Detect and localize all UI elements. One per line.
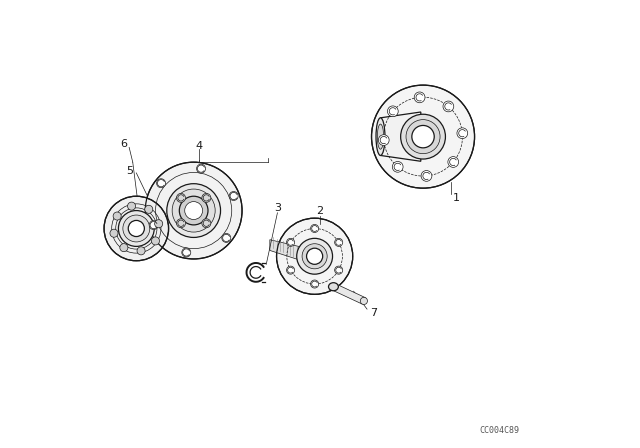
Circle shape bbox=[310, 224, 319, 233]
Circle shape bbox=[401, 114, 445, 159]
Circle shape bbox=[137, 247, 145, 255]
Circle shape bbox=[222, 233, 231, 242]
Circle shape bbox=[443, 101, 454, 112]
Circle shape bbox=[335, 266, 342, 274]
Circle shape bbox=[157, 179, 166, 188]
Circle shape bbox=[412, 125, 435, 148]
Circle shape bbox=[118, 211, 154, 246]
Circle shape bbox=[196, 164, 205, 173]
Circle shape bbox=[179, 196, 208, 225]
Ellipse shape bbox=[378, 124, 383, 149]
Circle shape bbox=[335, 238, 342, 246]
Circle shape bbox=[360, 297, 367, 305]
Circle shape bbox=[287, 266, 294, 274]
Circle shape bbox=[152, 237, 159, 245]
Text: 6: 6 bbox=[120, 139, 127, 149]
Text: 1: 1 bbox=[453, 193, 460, 203]
Circle shape bbox=[378, 135, 389, 146]
Circle shape bbox=[120, 244, 128, 252]
Circle shape bbox=[371, 85, 474, 188]
Text: 2: 2 bbox=[316, 206, 324, 215]
Text: 4: 4 bbox=[195, 141, 203, 151]
Circle shape bbox=[145, 162, 242, 259]
Circle shape bbox=[127, 202, 136, 210]
Text: 3: 3 bbox=[274, 203, 281, 213]
Circle shape bbox=[421, 171, 432, 181]
Circle shape bbox=[123, 215, 150, 242]
Circle shape bbox=[202, 219, 211, 228]
Circle shape bbox=[302, 244, 327, 269]
Circle shape bbox=[457, 128, 468, 138]
Ellipse shape bbox=[328, 283, 339, 291]
Circle shape bbox=[229, 192, 238, 201]
Circle shape bbox=[307, 248, 323, 264]
Circle shape bbox=[387, 106, 398, 116]
Circle shape bbox=[177, 194, 186, 202]
Circle shape bbox=[202, 194, 211, 202]
Circle shape bbox=[104, 196, 168, 261]
Circle shape bbox=[185, 202, 203, 220]
Circle shape bbox=[145, 205, 153, 213]
Circle shape bbox=[276, 218, 353, 294]
Circle shape bbox=[297, 238, 333, 274]
Circle shape bbox=[287, 238, 294, 246]
Circle shape bbox=[155, 220, 163, 228]
Circle shape bbox=[448, 157, 459, 168]
Circle shape bbox=[113, 212, 121, 220]
Circle shape bbox=[177, 219, 186, 228]
Circle shape bbox=[149, 220, 158, 229]
Text: CC004C89: CC004C89 bbox=[479, 426, 519, 435]
Circle shape bbox=[110, 229, 118, 237]
Circle shape bbox=[310, 280, 319, 288]
Polygon shape bbox=[380, 112, 421, 161]
Circle shape bbox=[392, 161, 403, 172]
Text: 5: 5 bbox=[125, 166, 132, 176]
Ellipse shape bbox=[308, 249, 312, 263]
Circle shape bbox=[182, 248, 191, 257]
Polygon shape bbox=[270, 240, 310, 263]
Ellipse shape bbox=[376, 118, 385, 155]
Circle shape bbox=[167, 184, 221, 237]
Circle shape bbox=[172, 189, 215, 232]
Circle shape bbox=[414, 92, 425, 103]
Text: 7: 7 bbox=[370, 308, 378, 318]
Circle shape bbox=[406, 120, 440, 154]
Circle shape bbox=[128, 220, 145, 237]
Polygon shape bbox=[332, 284, 365, 304]
